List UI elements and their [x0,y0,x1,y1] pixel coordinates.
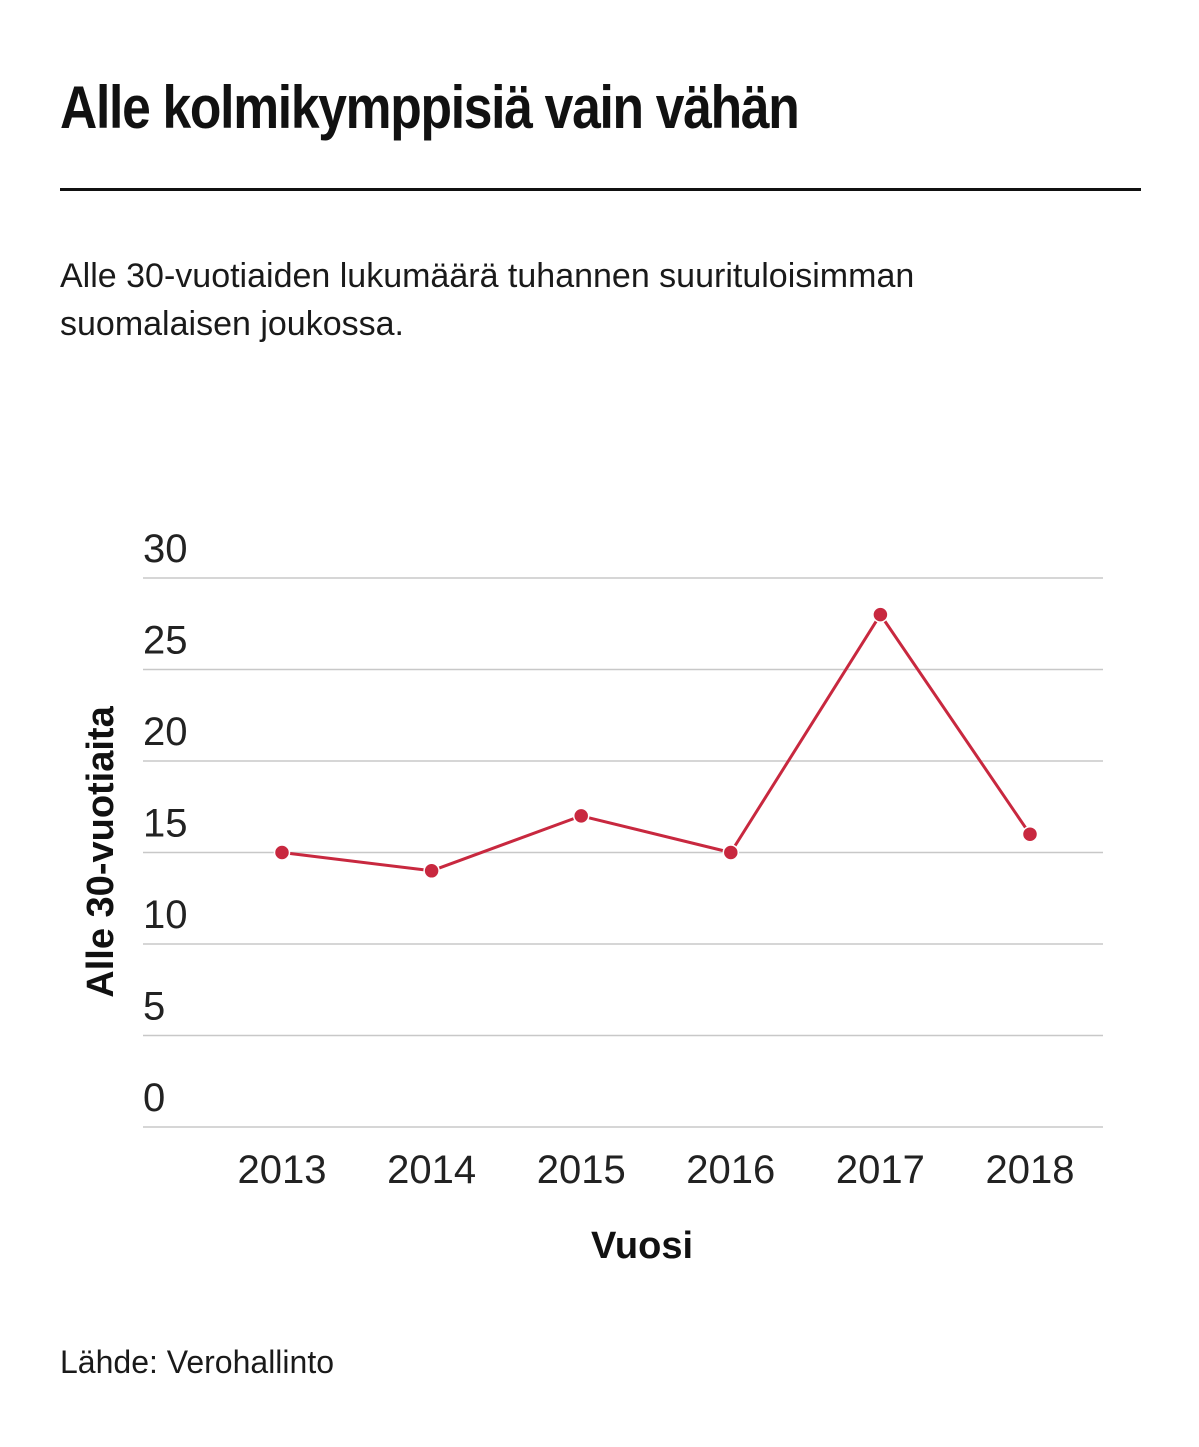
y-tick-label: 10 [143,893,188,937]
data-point [273,844,291,861]
y-tick-labels: 0 5 10 15 20 25 30 [143,527,188,1120]
y-tick-label: 25 [143,619,188,663]
data-point [722,844,740,861]
chart-subtitle: Alle 30-vuotiaiden lukumäärä tuhannen su… [60,257,915,343]
series-line [281,613,1032,873]
x-tick-label: 2017 [836,1148,925,1192]
data-point [572,807,590,825]
data-point [872,606,889,623]
chart-title: Alle kolmikymppisiä vain vähän [60,74,800,141]
x-tick-label: 2018 [986,1148,1075,1192]
y-axis-title: Alle 30-vuotiaita [80,705,122,997]
title-divider [60,188,1141,191]
source-note: Lähde: Verohallinto [60,1344,334,1380]
y-tick-label: 15 [143,802,188,846]
data-point [1021,825,1039,843]
gridlines [143,577,1103,1128]
x-tick-label: 2014 [387,1148,476,1192]
data-point [423,862,440,880]
series [273,606,1039,880]
x-tick-label: 2016 [686,1148,775,1192]
y-tick-label: 0 [143,1076,165,1120]
x-axis-title: Vuosi [591,1225,693,1267]
y-tick-label: 5 [143,985,165,1029]
y-tick-label: 20 [143,710,188,754]
x-tick-labels: 2013 2014 2015 2016 2017 2018 [238,1148,1075,1192]
x-tick-label: 2013 [238,1148,327,1192]
x-tick-label: 2015 [537,1148,626,1192]
y-tick-label: 30 [143,527,188,571]
